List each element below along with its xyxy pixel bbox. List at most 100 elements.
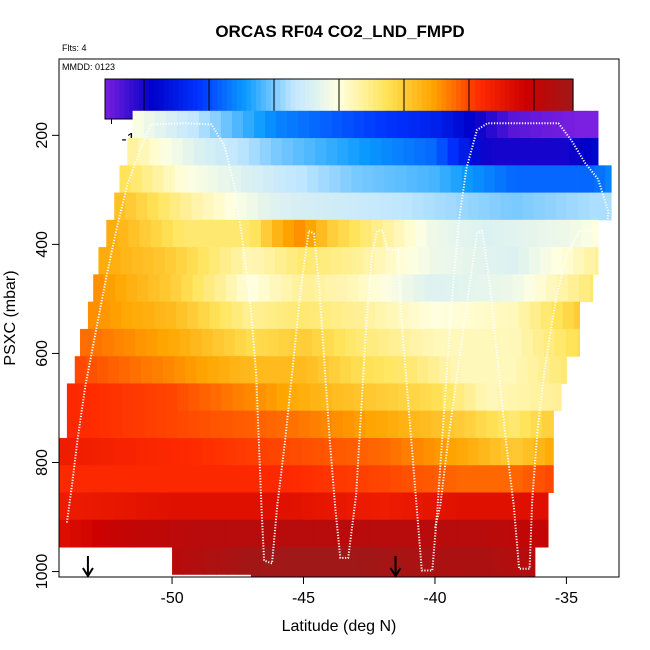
heatmap-cell — [374, 247, 387, 275]
heatmap-cell — [202, 519, 215, 548]
heatmap-cell — [412, 492, 424, 521]
heatmap-cell — [341, 301, 354, 330]
heatmap-cell — [231, 301, 244, 330]
heatmap-cell — [59, 492, 71, 521]
heatmap-cell — [589, 192, 601, 221]
heatmap-cell — [196, 356, 208, 384]
heatmap-cell — [155, 410, 167, 439]
heatmap-cell — [191, 192, 204, 221]
heatmap-cell — [590, 274, 594, 303]
color-bar-swatch — [148, 79, 155, 119]
heatmap-cell — [569, 138, 581, 166]
heatmap-cell — [186, 247, 199, 275]
heatmap-cell — [488, 328, 501, 357]
heatmap-cell — [380, 274, 392, 303]
date-note: MMDD: 0123 — [62, 62, 115, 72]
color-bar-swatch — [529, 79, 535, 119]
heatmap-cell — [519, 410, 532, 439]
heatmap-cell — [467, 437, 480, 466]
heatmap-cell — [166, 410, 178, 439]
heatmap-cell — [229, 165, 242, 194]
heatmap-cell — [405, 574, 418, 578]
heatmap-cell — [533, 492, 546, 521]
heatmap-cell — [448, 547, 460, 575]
heatmap-cell — [576, 328, 581, 357]
heatmap-cell — [437, 219, 450, 248]
heatmap-cell — [265, 383, 278, 412]
heatmap-cell — [91, 328, 103, 357]
heatmap-cell — [367, 328, 379, 357]
heatmap-cell — [77, 410, 90, 439]
y-tick-label: 1000 — [34, 554, 51, 590]
heatmap-cell — [193, 138, 206, 166]
heatmap-cell — [274, 165, 286, 194]
heatmap-cell — [452, 301, 464, 330]
heatmap-cell — [337, 138, 349, 166]
heatmap-cell — [158, 465, 170, 493]
heatmap-cell — [384, 165, 397, 194]
heatmap-cell — [246, 519, 259, 548]
color-bar-swatch — [524, 79, 530, 119]
heatmap-cell — [119, 165, 132, 194]
heatmap-cell — [254, 110, 266, 139]
heatmap-cell — [144, 410, 156, 439]
heatmap-cell — [92, 492, 104, 521]
heatmap-cell — [279, 492, 292, 521]
heatmap-cell — [368, 192, 380, 221]
heatmap-cell — [434, 465, 446, 493]
heatmap-cell — [124, 328, 136, 357]
heatmap-cell — [292, 138, 305, 166]
heatmap-cell — [505, 165, 518, 194]
heatmap-cell — [103, 437, 115, 466]
heatmap-cell — [369, 274, 381, 303]
heatmap-cell — [106, 219, 118, 248]
heatmap-cell — [312, 519, 325, 548]
color-bar-swatch — [348, 79, 355, 119]
heatmap-cell — [104, 274, 116, 303]
heatmap-cell — [551, 247, 563, 275]
heatmap-cell — [152, 165, 165, 194]
heatmap-cell — [279, 192, 292, 221]
heatmap-cell — [419, 301, 431, 330]
heatmap-cell — [298, 383, 311, 412]
heatmap-cell — [346, 519, 358, 548]
heatmap-cell — [174, 165, 187, 194]
heatmap-cell — [470, 547, 482, 575]
heatmap-cell — [528, 165, 540, 194]
heatmap-cell — [536, 219, 549, 248]
heatmap-cell — [312, 492, 325, 521]
heatmap-cell — [393, 219, 405, 248]
heatmap-cell — [246, 465, 259, 493]
heatmap-cell — [133, 383, 145, 412]
heatmap-cell — [397, 301, 409, 330]
heatmap-cell — [445, 192, 458, 221]
heatmap-cell — [100, 383, 112, 412]
heatmap-cell — [187, 301, 199, 330]
heatmap-cell — [530, 383, 543, 412]
heatmap-cell — [144, 383, 156, 412]
x-tick-label: -40 — [423, 590, 446, 607]
heatmap-cell — [340, 165, 352, 194]
heatmap-cell — [483, 165, 496, 194]
heatmap-cell — [271, 547, 283, 575]
heatmap-cell — [392, 138, 404, 166]
heatmap-cell — [324, 492, 336, 521]
heatmap-cell — [521, 328, 534, 357]
heatmap-cell — [202, 492, 215, 521]
heatmap-cell — [372, 574, 384, 578]
heatmap-cell — [152, 356, 164, 384]
heatmap-cell — [304, 138, 316, 166]
x-axis-label: Latitude (deg N) — [282, 618, 397, 635]
heatmap-cell — [122, 383, 134, 412]
heatmap-cell — [96, 356, 109, 384]
heatmap-cell — [158, 519, 170, 548]
heatmap-cell — [172, 219, 185, 248]
heatmap-cell — [229, 356, 241, 384]
heatmap-cell — [216, 547, 228, 575]
heatmap-cell — [66, 410, 79, 439]
color-bar-swatch — [280, 79, 286, 119]
heatmap-cell — [163, 165, 176, 194]
heatmap-cell — [423, 465, 435, 493]
heatmap-cell — [467, 192, 480, 221]
color-bar-swatch — [270, 79, 277, 119]
